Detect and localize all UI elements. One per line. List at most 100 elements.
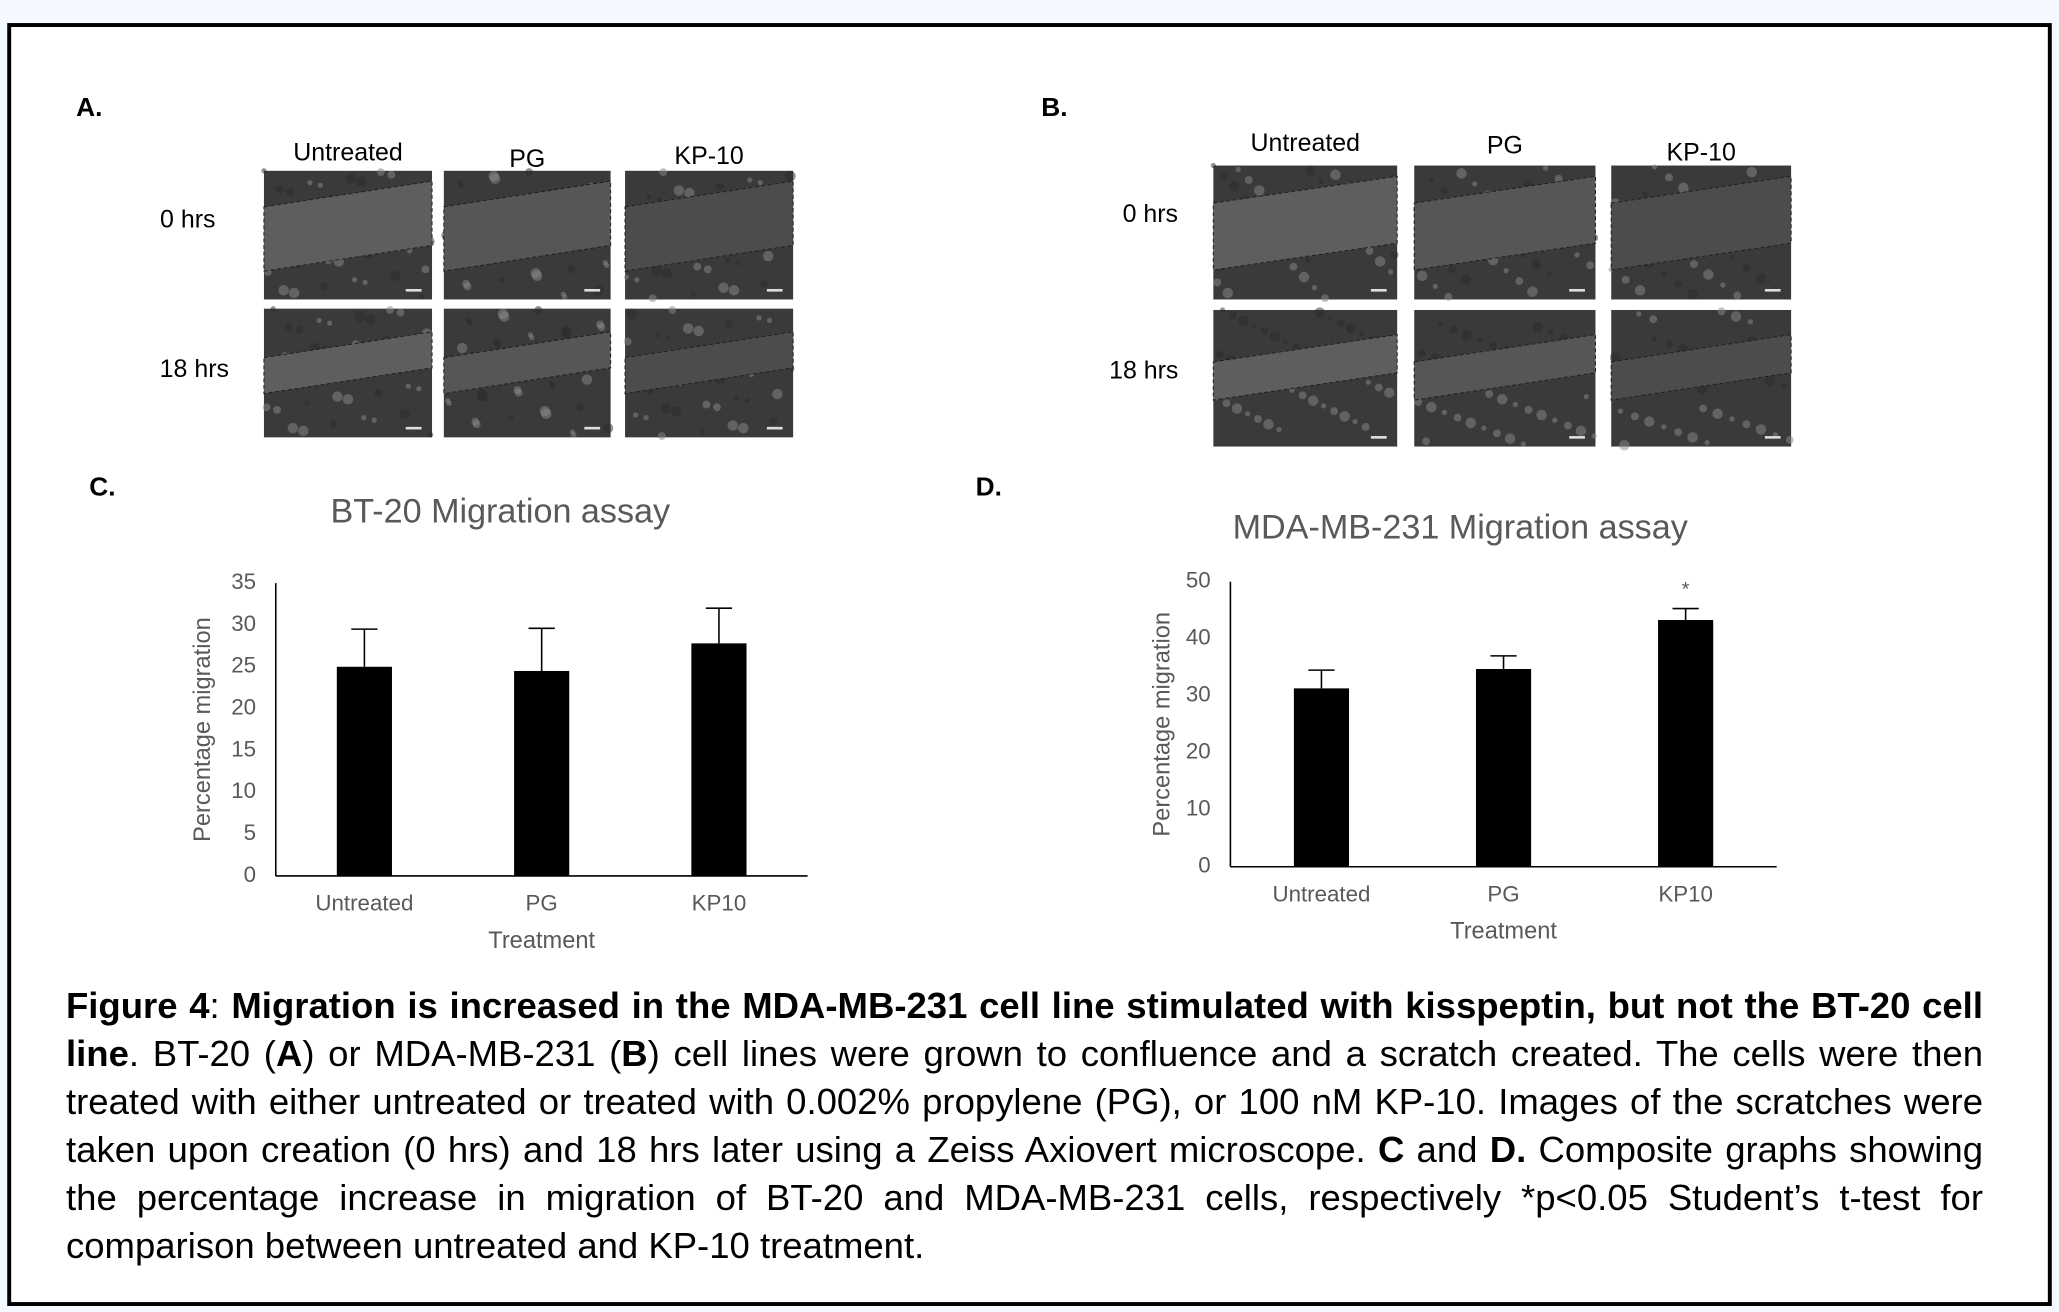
cell-texture (1305, 165, 1316, 177)
cell-texture (1636, 311, 1642, 317)
y-tick-label: 0 (1198, 853, 1210, 878)
caption-bold-text: D. (1489, 1129, 1527, 1170)
cell-texture (665, 334, 672, 341)
cell-texture (747, 177, 753, 183)
cell-texture (548, 380, 555, 387)
cell-texture (693, 325, 704, 337)
cell-texture (1575, 425, 1587, 437)
cell-texture (351, 277, 358, 283)
cell-texture (682, 323, 694, 334)
cell-texture (1504, 433, 1516, 444)
cell-texture (657, 432, 666, 440)
scratch-wound (263, 331, 433, 395)
bar (1293, 688, 1350, 867)
cell-texture (1733, 291, 1742, 300)
cell-texture (702, 400, 711, 409)
cell-texture (1687, 288, 1698, 300)
y-tick-label: 15 (231, 736, 256, 761)
caption-text: Composite graphs showing the percentage … (66, 1129, 1984, 1266)
cell-texture (1465, 417, 1476, 429)
cell-texture (1527, 286, 1538, 297)
cell-texture (1512, 401, 1518, 408)
cell-texture (508, 415, 514, 421)
cell-texture (623, 337, 632, 346)
cell-texture (1546, 271, 1553, 278)
cell-texture (1493, 429, 1501, 438)
cell-texture (386, 306, 394, 314)
cell-texture (298, 425, 309, 437)
cell-texture (362, 279, 368, 286)
cell-texture (1524, 405, 1533, 414)
cell-texture (646, 194, 652, 200)
cell-texture (1481, 425, 1487, 431)
cell-texture (1282, 338, 1289, 345)
cell-texture (1330, 169, 1341, 180)
cell-texture (626, 308, 637, 320)
cell-texture (326, 320, 333, 326)
cell-texture (1515, 277, 1524, 286)
cell-texture (1219, 172, 1228, 180)
cell-texture (1621, 275, 1630, 284)
y-axis-label: Percentage migration (190, 617, 216, 842)
cell-texture (1472, 181, 1478, 187)
cell-texture (1665, 340, 1673, 349)
caption-bold-text: Migration is increased in the MDA-MB-231… (66, 985, 1983, 1074)
scratch-wound (1610, 175, 1792, 271)
cell-texture (1644, 416, 1655, 427)
cell-texture (1365, 246, 1374, 255)
cell-texture (602, 260, 608, 266)
cell-texture (1531, 258, 1542, 270)
cell-texture (1548, 329, 1554, 335)
cell-texture (1742, 420, 1751, 429)
cell-texture (1651, 164, 1658, 170)
scratch-wound (624, 180, 794, 272)
cell-texture (1318, 178, 1324, 184)
cell-texture (1215, 350, 1224, 359)
cell-texture (1690, 260, 1698, 268)
cell-texture (278, 285, 289, 296)
cell-texture (390, 270, 401, 282)
cell-texture (497, 308, 509, 320)
cell-texture (1520, 441, 1526, 447)
cell-texture (387, 170, 396, 179)
cell-texture (1703, 269, 1714, 280)
cell-texture (756, 315, 762, 321)
cell-texture (513, 386, 522, 395)
cell-texture (560, 291, 566, 297)
cell-texture (1729, 254, 1735, 261)
y-tick-label: 0 (244, 862, 256, 887)
cell-texture (1374, 383, 1383, 392)
cell-texture (772, 388, 783, 400)
cell-texture (365, 313, 376, 325)
cell-texture (581, 374, 593, 385)
cell-texture (1542, 165, 1549, 171)
cell-texture (785, 170, 796, 182)
cell-texture (1289, 262, 1298, 271)
cell-texture (1276, 426, 1282, 433)
y-tick-label: 50 (1186, 568, 1211, 593)
column-label: Untreated (293, 138, 403, 166)
cell-texture (623, 274, 629, 280)
cell-texture (1764, 375, 1776, 387)
panel-label: B. (1041, 92, 1067, 122)
x-tick-label: KP10 (1658, 882, 1713, 907)
scratch-wound (1413, 175, 1596, 271)
scratch-wound (443, 331, 612, 395)
scratch-wound (263, 180, 433, 272)
cell-texture (651, 265, 662, 276)
scale-bar (405, 426, 422, 430)
cell-texture (713, 403, 721, 412)
cell-texture (1586, 261, 1595, 270)
cell-texture (659, 168, 668, 177)
cell-texture (1634, 285, 1646, 296)
cell-texture (1699, 404, 1708, 413)
caption-text: ) or MDA-MB-231 ( (302, 1033, 622, 1074)
scratch-wound (1212, 175, 1398, 271)
caption-text: . BT-20 ( (128, 1033, 276, 1074)
caption-text: and (1404, 1129, 1490, 1170)
cell-texture (320, 282, 329, 291)
cell-texture (1591, 433, 1597, 439)
scratch-wound (1610, 333, 1792, 401)
cell-texture (1213, 278, 1222, 287)
cell-texture (668, 306, 677, 314)
